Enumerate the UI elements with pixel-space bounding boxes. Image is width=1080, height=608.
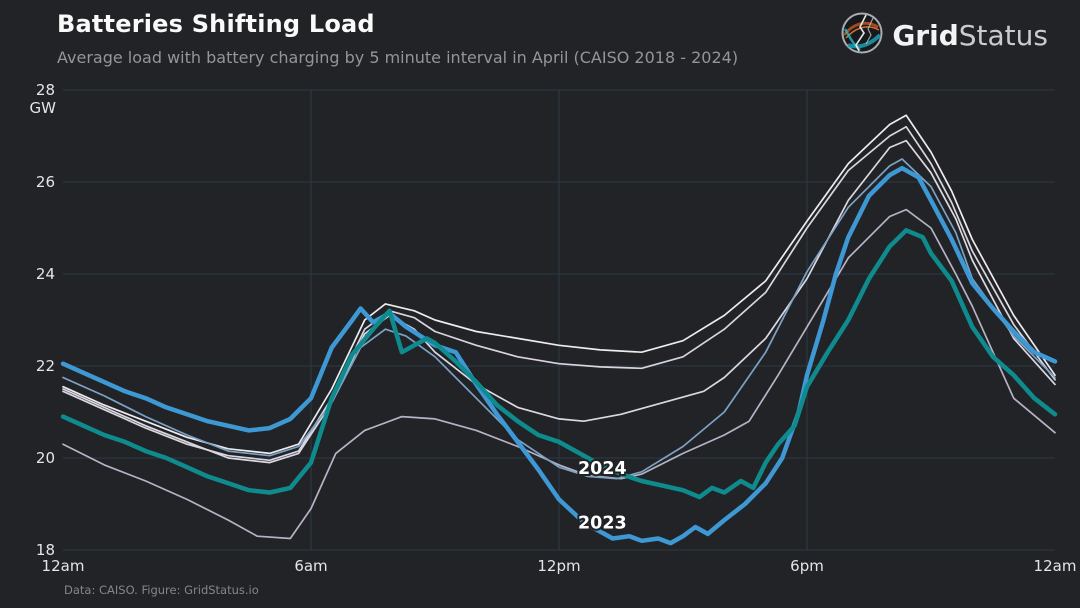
- chart-series: [60, 114, 1058, 546]
- logo-word-grid: Grid: [892, 18, 959, 52]
- x-tick-label: 12am: [42, 557, 85, 575]
- x-tick-label: 6am: [294, 557, 327, 575]
- series-line-2021[interactable]: [62, 139, 1056, 464]
- y-tick-label: 24: [36, 265, 55, 283]
- x-tick-label: 6pm: [790, 557, 824, 575]
- figure-credit: Data: CAISO. Figure: GridStatus.io: [64, 583, 259, 597]
- y-tick-label: 22: [36, 357, 55, 375]
- chart-subtitle: Average load with battery charging by 5 …: [57, 48, 739, 67]
- page-title: Batteries Shifting Load: [57, 10, 375, 38]
- y-axis-unit: GW: [30, 99, 57, 117]
- y-tick-label: 18: [36, 541, 55, 559]
- chart-gridlines: [63, 89, 1055, 551]
- series-line-2024[interactable]: [60, 228, 1058, 500]
- series-line-2023[interactable]: [60, 165, 1058, 546]
- series-line-2019[interactable]: [62, 125, 1056, 462]
- series-line-2022[interactable]: [62, 158, 1056, 480]
- y-tick-label: 26: [36, 173, 55, 191]
- series-line-2020[interactable]: [62, 208, 1056, 540]
- logo-word-status: Status: [958, 18, 1048, 52]
- series-line-2018[interactable]: [62, 114, 1056, 455]
- annotation-2024: 2024: [578, 459, 627, 479]
- gridstatus-logo: GridStatus: [840, 11, 1048, 59]
- x-tick-label: 12pm: [537, 557, 580, 575]
- x-tick-label: 12am: [1034, 557, 1077, 575]
- annotation-2023: 2023: [578, 513, 627, 533]
- y-tick-label: 28: [36, 81, 55, 99]
- y-tick-label: 20: [36, 449, 55, 467]
- logo-wordmark: GridStatus: [892, 19, 1048, 52]
- gridstatus-logo-icon: [840, 11, 884, 59]
